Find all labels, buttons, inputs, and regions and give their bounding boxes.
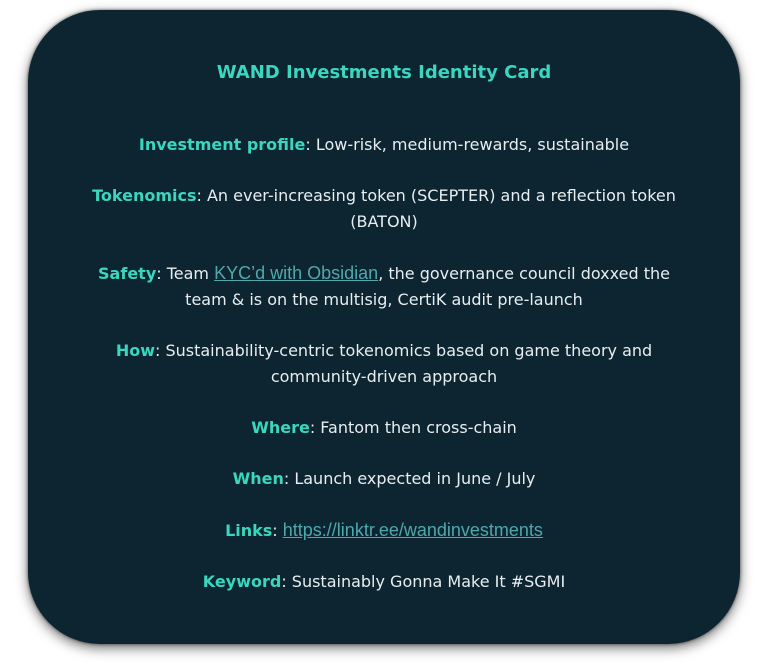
keyword-label: Keyword [202, 572, 282, 591]
safety-prefix: : Team [156, 264, 215, 283]
how-value: : Sustainability-centric tokenomics base… [154, 341, 653, 386]
row-safety: Safety: Team KYC’d with Obsidian, the go… [84, 260, 684, 313]
safety-label: Safety [98, 264, 157, 283]
row-how: How: Sustainability-centric tokenomics b… [84, 338, 684, 390]
row-when: When: Launch expected in June / July [84, 466, 684, 492]
links-separator: : [272, 521, 283, 540]
when-label: When [232, 469, 284, 488]
links-label: Links [225, 521, 273, 540]
row-where: Where: Fantom then cross-chain [84, 415, 684, 441]
where-label: Where [251, 418, 310, 437]
row-investment-profile: Investment profile: Low-risk, medium-rew… [84, 132, 684, 158]
how-label: How [115, 341, 155, 360]
tokenomics-value: : An ever-increasing token (SCEPTER) and… [196, 186, 676, 231]
keyword-value: : Sustainably Gonna Make It #SGMI [281, 572, 566, 591]
tokenomics-label: Tokenomics [92, 186, 197, 205]
linktree-link[interactable]: https://linktr.ee/wandinvestments [282, 520, 543, 540]
investment-profile-label: Investment profile [138, 135, 306, 154]
where-value: : Fantom then cross-chain [309, 418, 517, 437]
safety-suffix: , the governance council doxxed the team… [185, 264, 670, 309]
identity-card: WAND Investments Identity Card Investmen… [28, 10, 740, 644]
row-keyword: Keyword: Sustainably Gonna Make It #SGMI [84, 569, 684, 595]
when-value: : Launch expected in June / July [283, 469, 536, 488]
investment-profile-value: : Low-risk, medium-rewards, sustainable [305, 135, 630, 154]
kyc-obsidian-link[interactable]: KYC’d with Obsidian [214, 263, 379, 283]
row-links: Links: https://linktr.ee/wandinvestments [84, 517, 684, 544]
card-title: WAND Investments Identity Card [216, 62, 552, 83]
row-tokenomics: Tokenomics: An ever-increasing token (SC… [84, 183, 684, 235]
